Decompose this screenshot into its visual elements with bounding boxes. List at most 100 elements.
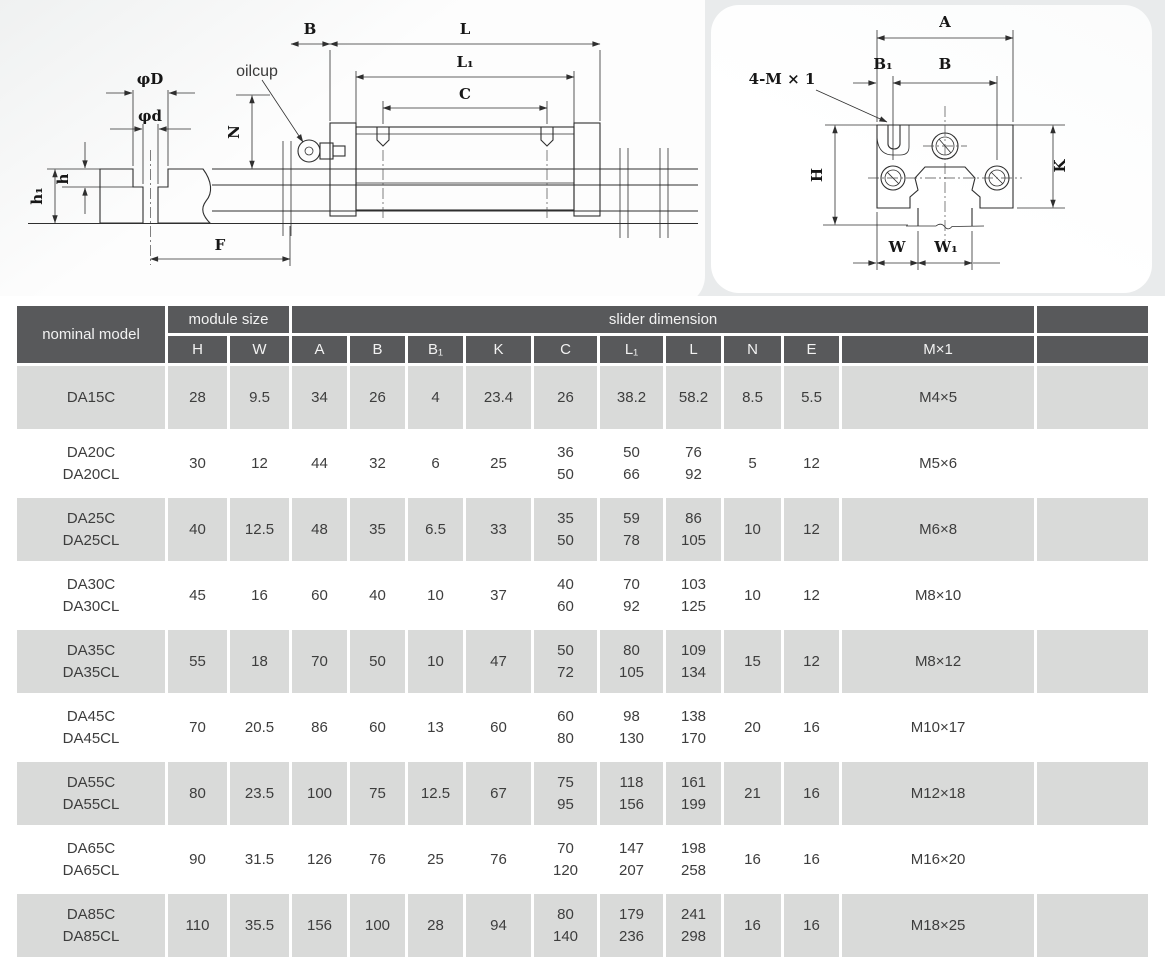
spacer-cell (1037, 762, 1149, 825)
value-cell: 80 140 (534, 894, 598, 957)
value-cell: 47 (466, 630, 532, 693)
header-col-Mx1: M×1 (842, 336, 1035, 363)
value-cell: 98 130 (600, 696, 664, 759)
value-cell: 59 78 (600, 498, 664, 561)
value-cell: 126 (292, 828, 348, 891)
side-view-diagram: φD φd h h₁ B L L₁ C N F oilcup (28, 20, 698, 266)
value-cell: 86 (292, 696, 348, 759)
table-row: DA15C 28 9.5 34 26 4 23.4 26 38.2 58.2 8.5 5.5 M4×5 (17, 366, 1149, 429)
value-cell: 90 (168, 828, 227, 891)
table-row: DA65C DA65CL 90 31.5 126 76 25 76 70 120 147 207… (17, 828, 1149, 891)
left-diagram-panel (0, 0, 705, 296)
value-cell: M8×12 (842, 630, 1035, 693)
value-cell: 12 (230, 432, 290, 495)
value-cell: M18×25 (842, 894, 1035, 957)
value-cell: 26 (350, 366, 406, 429)
value-cell: M16×20 (842, 828, 1035, 891)
table-row: DA30C DA30CL 45 16 60 40 10 37 40 60 70 92 103 12… (17, 564, 1149, 627)
value-cell: 23.5 (230, 762, 290, 825)
value-cell: 118 156 (600, 762, 664, 825)
value-cell: 75 (350, 762, 406, 825)
value-cell: 5.5 (784, 366, 840, 429)
dim-label-W1: W₁ (933, 238, 957, 256)
model-cell: DA45C DA45CL (17, 696, 165, 759)
value-cell: 55 (168, 630, 227, 693)
value-cell: 30 (168, 432, 227, 495)
value-cell: 37 (466, 564, 532, 627)
value-cell: 75 95 (534, 762, 598, 825)
header-col-L: L (666, 336, 722, 363)
value-cell: 48 (292, 498, 348, 561)
value-cell: 76 (350, 828, 406, 891)
value-cell: 50 66 (600, 432, 664, 495)
value-cell: 60 80 (534, 696, 598, 759)
model-cell: DA35C DA35CL (17, 630, 165, 693)
value-cell: 21 (724, 762, 782, 825)
dim-label-B: B (939, 55, 952, 73)
oilcup-label: oilcup (236, 63, 278, 80)
table-row: DA45C DA45CL 70 20.5 86 60 13 60 60 80 98 130 138… (17, 696, 1149, 759)
value-cell: 36 50 (534, 432, 598, 495)
value-cell: 12 (784, 630, 840, 693)
model-cell: DA20C DA20CL (17, 432, 165, 495)
value-cell: 241 298 (666, 894, 722, 957)
dim-label-phid: φd (138, 107, 163, 125)
value-cell: 25 (408, 828, 464, 891)
header-col-A: A (292, 336, 348, 363)
dim-label-N: N (225, 125, 243, 139)
spacer-cell (1037, 432, 1149, 495)
table-row: DA35C DA35CL 55 18 70 50 10 47 50 72 80 105 109 1… (17, 630, 1149, 693)
value-cell: 25 (466, 432, 532, 495)
value-cell: 20 (724, 696, 782, 759)
rail-side-view (28, 141, 698, 238)
value-cell: 70 (292, 630, 348, 693)
value-cell: M8×10 (842, 564, 1035, 627)
value-cell: 16 (230, 564, 290, 627)
dim-label-h: h (54, 173, 72, 184)
table-row: DA25C DA25CL 40 12.5 48 35 6.5 33 35 50 59 78 86 … (17, 498, 1149, 561)
dim-label-L1: L₁ (456, 53, 473, 71)
value-cell: 32 (350, 432, 406, 495)
value-cell: 10 (408, 630, 464, 693)
dim-label-h1: h₁ (28, 187, 46, 204)
value-cell: M12×18 (842, 762, 1035, 825)
spacer-cell (1037, 894, 1149, 957)
oilcup-icon (297, 139, 346, 163)
diagram-band: φD φd h h₁ B L L₁ C N F oilcup (0, 0, 1165, 296)
value-cell: 70 92 (600, 564, 664, 627)
value-cell: 60 (292, 564, 348, 627)
model-cell: DA65C DA65CL (17, 828, 165, 891)
value-cell: 12 (784, 564, 840, 627)
value-cell: 15 (724, 630, 782, 693)
header-nominal-model: nominal model (17, 306, 165, 363)
value-cell: 16 (724, 828, 782, 891)
value-cell: 38.2 (600, 366, 664, 429)
header-col-E: E (784, 336, 840, 363)
value-cell: 80 105 (600, 630, 664, 693)
value-cell: 50 (350, 630, 406, 693)
dim-label-K: K (1051, 159, 1069, 173)
base-cross-section (99, 150, 212, 265)
table-row: DA20C DA20CL 30 12 44 32 6 25 36 50 50 66 76 92 5 1… (17, 432, 1149, 495)
value-cell: 18 (230, 630, 290, 693)
value-cell: 16 (784, 894, 840, 957)
value-cell: 109 134 (666, 630, 722, 693)
table-row: DA55C DA55CL 80 23.5 100 75 12.5 67 75 95 118 15… (17, 762, 1149, 825)
header-slider-dimension: slider dimension (292, 306, 1035, 333)
value-cell: 110 (168, 894, 227, 957)
table-row: DA85C DA85CL 110 35.5 156 100 28 94 80 140 179 2… (17, 894, 1149, 957)
value-cell: 58.2 (666, 366, 722, 429)
dim-label-phiD: φD (137, 70, 164, 88)
value-cell: 80 (168, 762, 227, 825)
value-cell: 4 (408, 366, 464, 429)
value-cell: 28 (168, 366, 227, 429)
value-cell: 35 (350, 498, 406, 561)
value-cell: 12.5 (408, 762, 464, 825)
value-cell: 40 60 (534, 564, 598, 627)
value-cell: 6 (408, 432, 464, 495)
value-cell: 100 (350, 894, 406, 957)
spec-table: nominal model module size slider dimensi… (14, 303, 1151, 960)
header-col-B: B (350, 336, 406, 363)
value-cell: 76 (466, 828, 532, 891)
dim-label-L: L (460, 20, 471, 38)
